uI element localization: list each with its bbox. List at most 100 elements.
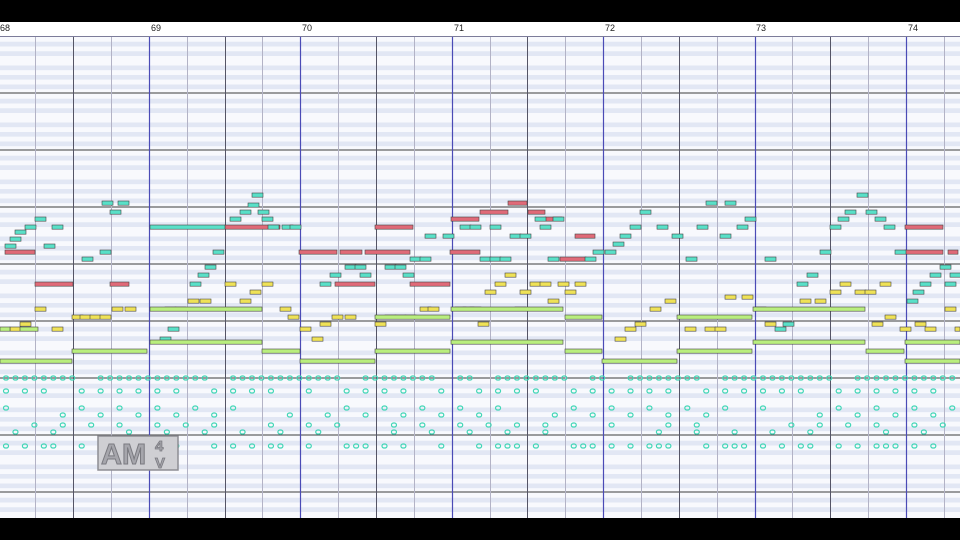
drum-hit bbox=[248, 388, 256, 394]
drum-hit bbox=[816, 375, 823, 381]
piano-roll-viewport[interactable]: 68 69 70 71 72 73 74 AM 4 V bbox=[0, 22, 960, 518]
note-bar bbox=[442, 233, 455, 239]
drum-hit bbox=[920, 375, 927, 381]
key-row bbox=[0, 260, 960, 265]
drum-hit bbox=[873, 422, 880, 428]
key-row bbox=[0, 288, 960, 294]
drum-hit bbox=[920, 429, 927, 435]
drum-hit bbox=[324, 375, 331, 381]
key-row bbox=[0, 46, 960, 52]
drum-hit bbox=[305, 443, 312, 449]
note-bar bbox=[34, 306, 47, 312]
drum-hit bbox=[797, 375, 804, 381]
note-bar bbox=[99, 249, 112, 255]
note-bar bbox=[299, 358, 376, 364]
drum-hit bbox=[494, 443, 502, 449]
drum-hit bbox=[192, 405, 199, 411]
note-bar bbox=[344, 264, 357, 270]
note-bar bbox=[4, 249, 36, 255]
drum-hit bbox=[457, 375, 464, 381]
key-row bbox=[0, 193, 960, 199]
drum-hit bbox=[88, 422, 95, 428]
drum-hit bbox=[532, 388, 540, 394]
note-bar bbox=[649, 306, 662, 312]
note-bar bbox=[249, 289, 262, 295]
drum-hit bbox=[154, 388, 161, 394]
drum-hit bbox=[59, 412, 66, 418]
drum-hit bbox=[182, 422, 189, 428]
note-bar bbox=[109, 281, 130, 287]
note-bar bbox=[149, 224, 226, 230]
note-bar bbox=[547, 298, 560, 304]
drum-hit bbox=[154, 422, 161, 428]
drum-hit bbox=[778, 443, 786, 449]
drum-hit bbox=[646, 443, 653, 449]
drum-hit bbox=[2, 443, 10, 449]
drum-hit bbox=[542, 429, 549, 435]
drum-hit bbox=[400, 443, 407, 449]
drum-hit bbox=[627, 412, 634, 418]
note-bar bbox=[806, 272, 819, 278]
drum-hit bbox=[816, 422, 823, 428]
drum-hit bbox=[277, 375, 284, 381]
drum-hit bbox=[589, 375, 596, 381]
drum-hit bbox=[97, 412, 104, 418]
key-row bbox=[0, 350, 960, 356]
note-bar bbox=[906, 298, 919, 304]
note-bar bbox=[676, 348, 753, 354]
key-row bbox=[0, 464, 960, 470]
note-bar bbox=[354, 264, 367, 270]
drum-hit bbox=[277, 443, 284, 449]
note-bar bbox=[564, 348, 603, 354]
note-bar bbox=[564, 289, 577, 295]
measure-ruler[interactable]: 68 69 70 71 72 73 74 bbox=[0, 22, 960, 37]
drum-hit bbox=[769, 429, 776, 435]
drum-hit bbox=[485, 422, 492, 428]
note-bar bbox=[529, 281, 542, 287]
note-bar bbox=[685, 256, 698, 262]
drum-hit bbox=[135, 412, 142, 418]
drum-hit bbox=[873, 388, 880, 394]
drum-hit bbox=[930, 412, 937, 418]
drum-hit bbox=[523, 375, 530, 381]
note-bar bbox=[924, 326, 937, 332]
key-row bbox=[0, 407, 960, 413]
drum-hit bbox=[845, 422, 852, 428]
note-bar bbox=[844, 209, 857, 215]
drum-hit bbox=[97, 375, 104, 381]
key-row bbox=[0, 203, 960, 208]
key-row bbox=[0, 284, 960, 289]
note-bar bbox=[167, 326, 180, 332]
drum-hit bbox=[882, 375, 890, 381]
note-bar bbox=[929, 272, 942, 278]
note-grid[interactable] bbox=[0, 37, 960, 518]
key-row bbox=[0, 450, 960, 455]
drum-hit bbox=[854, 375, 861, 381]
note-bar bbox=[199, 298, 212, 304]
note-bar bbox=[539, 281, 552, 287]
drum-hit bbox=[286, 375, 293, 381]
key-row bbox=[0, 440, 960, 446]
drum-hit bbox=[504, 443, 511, 449]
drum-hit bbox=[116, 405, 123, 411]
note-bar bbox=[479, 209, 509, 215]
key-row bbox=[0, 231, 960, 237]
note-layer[interactable] bbox=[0, 37, 960, 518]
key-row bbox=[0, 374, 960, 379]
note-bar bbox=[947, 249, 959, 255]
key-row bbox=[0, 317, 960, 322]
key-row bbox=[0, 507, 960, 512]
drum-hit bbox=[40, 375, 47, 381]
key-row bbox=[0, 246, 960, 251]
note-bar bbox=[89, 314, 102, 320]
drum-hit bbox=[12, 429, 19, 435]
note-bar bbox=[854, 289, 867, 295]
drum-hit bbox=[608, 422, 615, 428]
drum-hit bbox=[69, 375, 76, 381]
note-bar bbox=[374, 321, 387, 327]
note-bar bbox=[374, 314, 451, 320]
note-bar bbox=[552, 216, 565, 222]
drum-hit bbox=[334, 422, 341, 428]
note-bar bbox=[719, 233, 732, 239]
drum-hit bbox=[684, 375, 691, 381]
